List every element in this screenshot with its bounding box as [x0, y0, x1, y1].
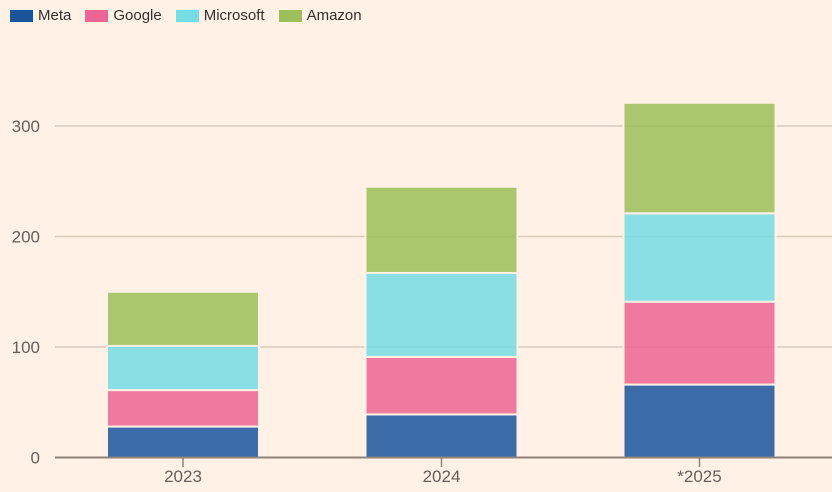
bar-segment-2023-meta [106, 425, 260, 459]
bar-segment-2025-amazon [622, 101, 777, 215]
bar-segment-2024-amazon [364, 185, 519, 274]
bar-segment-2025-meta [622, 383, 777, 459]
legend-label: Amazon [306, 7, 362, 24]
legend-label: Google [113, 7, 162, 24]
bar-segment-2025-google [622, 300, 777, 386]
legend-swatch-icon [10, 10, 33, 22]
legend-item-meta: Meta [10, 7, 71, 25]
legend-swatch-icon [85, 10, 109, 22]
bar-segment-2024-microsoft [364, 271, 519, 358]
x-axis-label-2025: *2025 [677, 467, 721, 486]
legend-label: Microsoft [203, 7, 265, 24]
legend-item-google: Google [85, 7, 162, 25]
legend-item-microsoft: Microsoft [175, 7, 265, 25]
legend-label: Meta [38, 7, 72, 24]
bar-segment-2025-microsoft [622, 212, 777, 303]
chart-legend: Meta Google Microsoft Amazon [10, 7, 362, 25]
bar-segment-2023-microsoft [106, 344, 260, 392]
y-axis-label-200: 200 [12, 228, 40, 247]
legend-swatch-icon [278, 10, 302, 22]
legend-swatch-icon [175, 10, 199, 22]
bar-segment-2024-meta [364, 413, 519, 459]
x-axis-label-2023: 2023 [164, 467, 202, 486]
y-axis-label-0: 0 [31, 449, 40, 468]
bar-segment-2024-google [364, 355, 519, 416]
y-axis-label-300: 300 [12, 117, 40, 136]
y-axis-label-100: 100 [12, 338, 40, 357]
legend-item-amazon: Amazon [278, 7, 362, 25]
x-axis-label-2024: 2024 [423, 467, 461, 486]
bar-segment-2023-google [106, 389, 260, 428]
bar-segment-2023-amazon [106, 290, 260, 347]
